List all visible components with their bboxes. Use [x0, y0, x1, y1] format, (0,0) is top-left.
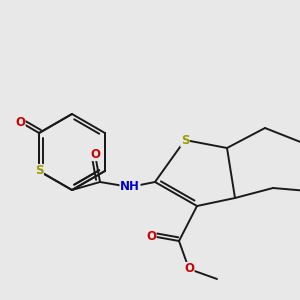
Text: O: O — [146, 230, 156, 242]
Text: O: O — [184, 262, 194, 275]
Text: NH: NH — [120, 181, 140, 194]
Text: O: O — [15, 116, 25, 128]
Text: S: S — [35, 164, 43, 178]
Text: O: O — [90, 148, 100, 160]
Text: S: S — [181, 134, 189, 146]
